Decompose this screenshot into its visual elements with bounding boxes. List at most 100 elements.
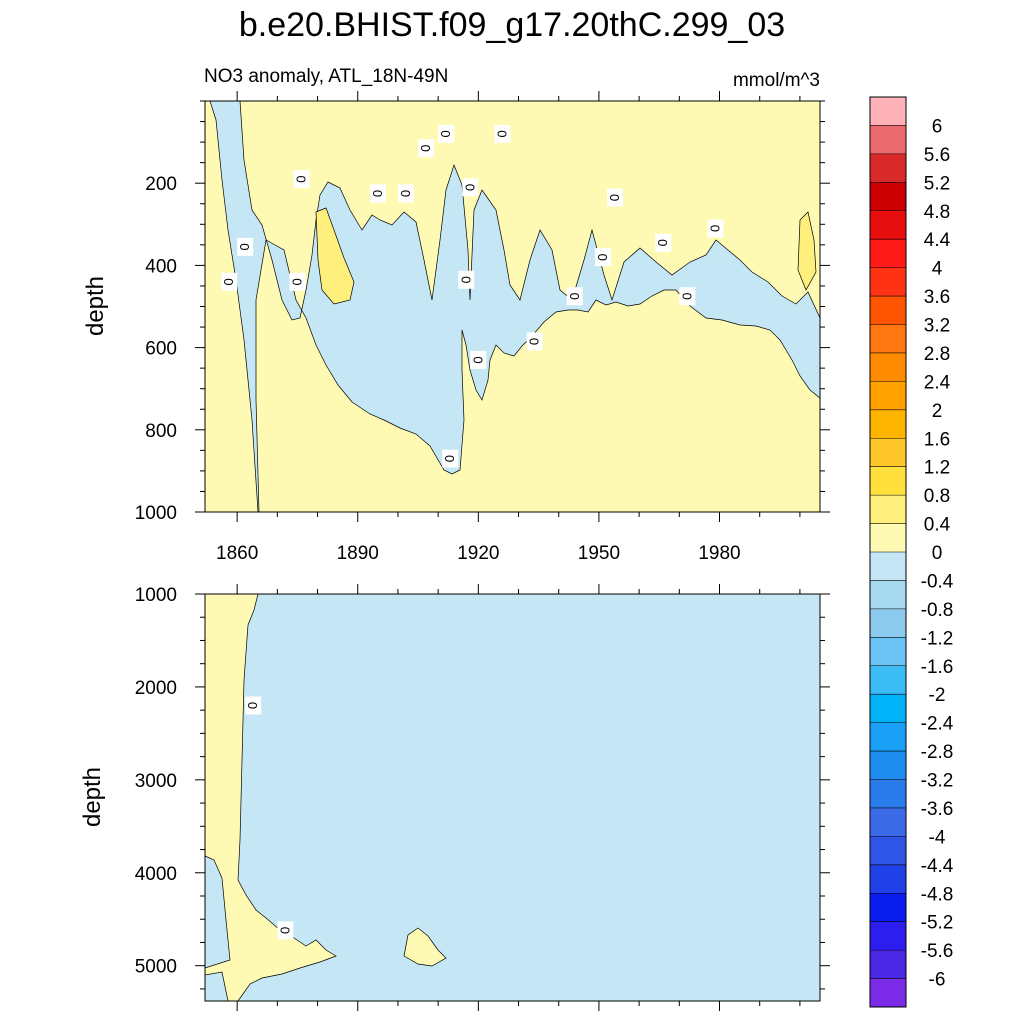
- colorbar-label: 0.8: [924, 486, 950, 507]
- svg-text:0: 0: [462, 184, 477, 191]
- x-tick-labels: 1860 1890 1920 1950 1980: [216, 543, 741, 564]
- y-tick-label: 1000: [135, 585, 177, 606]
- lower-positive-region: [204, 593, 337, 1002]
- colorbar-label: -2: [929, 685, 946, 706]
- colorbar-swatch: [870, 182, 906, 212]
- colorbar-swatch: [870, 523, 906, 553]
- colorbar-label: 5.6: [924, 145, 950, 166]
- colorbar-swatch: [870, 552, 906, 581]
- colorbar-swatch: [870, 210, 906, 240]
- svg-text:0: 0: [655, 239, 670, 246]
- colorbar-swatch: [870, 864, 906, 894]
- colorbar-swatch: [870, 125, 906, 155]
- upper-panel-frame: [204, 100, 821, 513]
- colorbar-label: 6: [932, 116, 943, 137]
- lower-panel-background: [205, 594, 820, 1001]
- colorbar-swatch: [870, 779, 906, 809]
- contour-zero-label: 0: [655, 233, 672, 252]
- x-tick-label: 1950: [578, 543, 620, 564]
- colorbar-swatch: [870, 836, 906, 866]
- upper-positive-patch: [315, 207, 355, 305]
- svg-text:0: 0: [221, 278, 236, 285]
- contour-zero-label: 0: [607, 188, 623, 207]
- svg-text:0: 0: [707, 225, 722, 232]
- colorbar-label: -4: [929, 827, 946, 848]
- colorbar-label: -4.4: [921, 856, 954, 877]
- x-tick-label: 1980: [698, 543, 740, 564]
- y-tick-label: 800: [145, 421, 177, 442]
- lower-panel-frame: [204, 593, 821, 1002]
- colorbar-swatch: [870, 153, 906, 183]
- contour-zero-label: 0: [679, 287, 696, 306]
- contour-zero-label: 0: [369, 184, 386, 203]
- colorbar-label: 4: [932, 259, 943, 280]
- contour-zero-label: 0: [289, 272, 306, 291]
- lower-zero-labels: 00: [245, 696, 294, 940]
- colorbar-swatch: [870, 495, 906, 524]
- svg-text:0: 0: [470, 356, 485, 363]
- colorbar-label: 3.2: [924, 316, 950, 337]
- contour-zero-label: 0: [293, 170, 310, 189]
- colorbar-swatch: [870, 665, 906, 695]
- contour-zero-label: 0: [566, 287, 583, 306]
- svg-text:0: 0: [527, 338, 542, 345]
- y-tick-label: 5000: [135, 957, 177, 978]
- colorbar-swatch: [870, 267, 906, 297]
- colorbar-swatch: [870, 637, 906, 667]
- contour-zero-label: 0: [442, 449, 459, 468]
- colorbar-swatch: [870, 978, 906, 1008]
- contour-zero-label: 0: [594, 248, 611, 267]
- svg-text:0: 0: [370, 190, 385, 197]
- contour-zero-label: 0: [462, 178, 479, 197]
- colorbar-label: 0.4: [924, 515, 951, 536]
- colorbar-swatch: [870, 296, 906, 325]
- svg-text:0: 0: [237, 243, 252, 250]
- y-tick-label: 2000: [135, 678, 177, 699]
- contour-zero-label: 0: [418, 139, 435, 158]
- colorbar-label: 0: [932, 543, 943, 564]
- svg-text:0: 0: [607, 194, 622, 201]
- colorbar-swatch: [870, 466, 906, 496]
- colorbar-label: 2: [932, 401, 943, 422]
- y-tick-label: 1000: [135, 503, 177, 524]
- svg-text:0: 0: [494, 130, 509, 137]
- colorbar-label: 3.6: [924, 287, 950, 308]
- colorbar: 6 5.6 5.2 4.8 4.4 4 3.6 3.2 2.8 2.4 2 1.6 1.2 0.8 0.4 0…: [869, 96, 954, 1008]
- y-tick-label: 4000: [135, 864, 177, 885]
- colorbar-label: 2.8: [924, 344, 950, 365]
- svg-text:0: 0: [293, 175, 308, 182]
- colorbar-label: -6: [929, 970, 946, 991]
- colorbar-label: 1.6: [924, 429, 950, 450]
- colorbar-label: -2.8: [921, 742, 954, 763]
- x-tick-label: 1920: [457, 543, 499, 564]
- y-tick-label: 600: [145, 339, 177, 360]
- colorbar-label: -2.4: [921, 714, 954, 735]
- right-subtitle: mmol/m^3: [733, 70, 820, 91]
- colorbar-label: 2.4: [924, 372, 951, 393]
- colorbar-label: -4.8: [921, 884, 954, 905]
- svg-text:0: 0: [595, 254, 610, 261]
- svg-text:0: 0: [679, 293, 694, 300]
- colorbar-swatch: [870, 97, 906, 126]
- contour-zero-label: 0: [458, 270, 475, 289]
- colorbar-label: -5.6: [921, 941, 954, 962]
- colorbar-swatch: [870, 807, 906, 837]
- y-tick-label: 200: [145, 174, 177, 195]
- x-tick-label: 1860: [216, 543, 258, 564]
- svg-text:0: 0: [442, 455, 457, 462]
- svg-text:0: 0: [438, 130, 453, 137]
- colorbar-swatch: [870, 950, 906, 979]
- chart-title: b.e20.BHIST.f09_g17.20thC.299_03: [239, 6, 785, 44]
- contour-zero-label: 0: [526, 332, 543, 351]
- lower-panel: 00: [195, 584, 830, 1011]
- colorbar-swatch: [870, 239, 906, 269]
- colorbar-label: -1.2: [921, 628, 954, 649]
- contour-zero-label: 0: [277, 921, 294, 940]
- colorbar-label: -0.4: [921, 571, 954, 592]
- svg-text:0: 0: [398, 190, 413, 197]
- colorbar-label: -3.2: [921, 771, 954, 792]
- lower-positive-patch: [403, 927, 447, 967]
- colorbar-swatch: [870, 893, 906, 923]
- colorbar-label: 4.8: [924, 202, 950, 223]
- upper-panel: 0 0 0 0 0 0 0 0 0 0 0 0 0 0 0 0 0 0 0 0: [195, 91, 830, 522]
